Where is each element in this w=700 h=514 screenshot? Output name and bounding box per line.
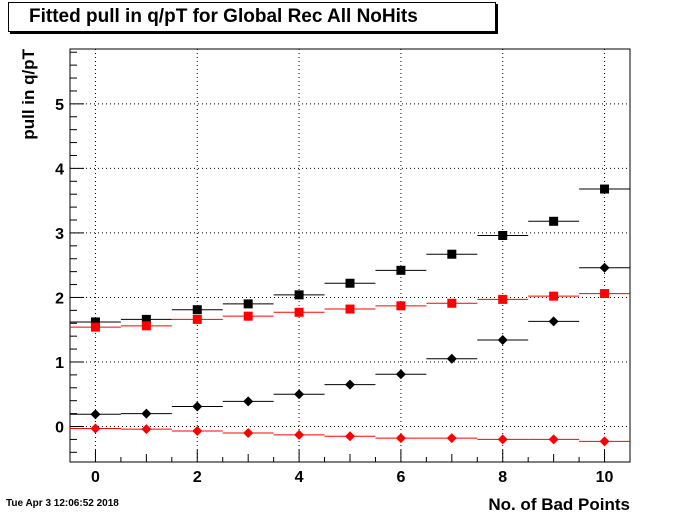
data-point (446, 353, 457, 364)
x-tick-label: 2 (193, 469, 202, 486)
data-point (243, 396, 254, 407)
data-point (447, 249, 457, 259)
data-point (599, 262, 610, 273)
data-point (600, 184, 610, 194)
chart-title-box: Fitted pull in q/pT for Global Rec All N… (8, 2, 496, 32)
data-point (498, 230, 508, 240)
data-point (243, 311, 253, 321)
data-point (192, 305, 202, 315)
y-tick-label: 1 (55, 355, 64, 372)
data-point (141, 314, 151, 324)
data-point (294, 429, 305, 440)
series-1 (70, 289, 630, 332)
y-tick-label: 2 (55, 290, 64, 307)
y-tick-label: 3 (55, 226, 64, 243)
data-point (396, 301, 406, 311)
data-point (549, 291, 559, 301)
x-tick-label: 4 (295, 469, 304, 486)
data-point (90, 317, 100, 327)
data-point (497, 335, 508, 346)
x-tick-label: 8 (498, 469, 507, 486)
y-tick-label: 0 (55, 420, 64, 437)
y-tick-label: 5 (55, 97, 64, 114)
data-point (90, 322, 100, 332)
data-point (243, 427, 254, 438)
data-point (447, 298, 457, 308)
y-axis-title: pull in q/pT (19, 48, 38, 139)
data-point (446, 433, 457, 444)
x-axis-title: No. of Bad Points (488, 495, 630, 514)
data-point (192, 401, 203, 412)
timestamp: Tue Apr 3 12:06:52 2018 (6, 498, 119, 509)
data-point (141, 424, 152, 435)
data-point (141, 321, 151, 331)
data-point (294, 307, 304, 317)
data-point (395, 369, 406, 380)
data-point (548, 316, 559, 327)
data-point (192, 426, 203, 437)
data-point (599, 436, 610, 447)
data-point (549, 216, 559, 226)
data-point (498, 294, 508, 304)
data-point (192, 314, 202, 324)
data-point (294, 290, 304, 300)
x-tick-label: 10 (596, 469, 614, 486)
data-point (548, 434, 559, 445)
data-point (345, 304, 355, 314)
data-point (345, 379, 355, 390)
data-point (395, 433, 406, 444)
data-point (243, 299, 253, 309)
data-point (90, 423, 101, 434)
data-point (497, 434, 508, 445)
series-2 (70, 262, 630, 420)
data-point (294, 389, 305, 400)
data-point (396, 265, 406, 275)
data-point (345, 278, 355, 288)
data-point (600, 289, 610, 299)
data-point (90, 409, 101, 420)
data-point (345, 431, 355, 442)
x-tick-label: 0 (91, 469, 100, 486)
plot-frame (69, 48, 631, 463)
x-tick-label: 6 (396, 469, 405, 486)
series-0 (70, 184, 630, 327)
chart-title: Fitted pull in q/pT for Global Rec All N… (29, 6, 418, 27)
y-tick-label: 4 (55, 161, 64, 178)
data-point (141, 408, 152, 419)
series-3 (70, 423, 630, 447)
